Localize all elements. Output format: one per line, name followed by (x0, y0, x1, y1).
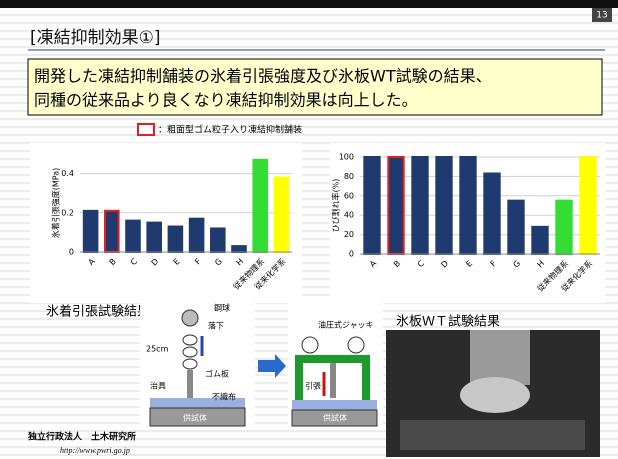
bar (146, 221, 162, 254)
x-tick-label: H (536, 259, 547, 270)
rod (187, 370, 193, 398)
gauge (347, 336, 365, 354)
y-tick-label: 40 (344, 211, 354, 220)
y-tick-label: 0 (69, 248, 74, 257)
x-tick-label: G (511, 259, 522, 270)
bar (231, 245, 247, 253)
gauge (301, 336, 319, 354)
layer (150, 398, 245, 408)
diagram-label: 引張 (305, 382, 321, 391)
bar (252, 158, 268, 254)
bar (104, 209, 120, 253)
headline-line: 同種の従来品より良くなり凍結抑制効果は向上した。 (34, 91, 418, 110)
diagram-label: 供試体 (183, 413, 207, 423)
bar (531, 225, 549, 255)
y-tick-label: 80 (344, 172, 354, 181)
diagram-label: 油圧式ジャッキ (318, 320, 374, 330)
caption: 氷着引張試験結果 (46, 304, 150, 320)
x-tick-label: F (193, 257, 203, 267)
x-tick-label: B (108, 257, 118, 267)
spring (182, 346, 198, 358)
y-axis-label: 氷着引張強度(MPa) (51, 168, 61, 239)
diagram-label: 落下 (208, 321, 224, 331)
process-arrow (258, 354, 286, 378)
y-tick-label: 0.2 (61, 208, 74, 217)
spring (182, 358, 198, 370)
diagram-label: 供試体 (323, 413, 347, 423)
frame (295, 355, 303, 410)
diagram-label: 鋼球 (214, 303, 230, 313)
layer (292, 400, 377, 410)
page-number-box (592, 8, 612, 22)
bar (387, 156, 405, 255)
x-tick-label: D (150, 257, 161, 268)
top-bar (0, 0, 618, 8)
x-tick-label: A (87, 256, 98, 267)
photo (386, 330, 600, 457)
slide-title: [凍結抑制効果①] (30, 28, 161, 48)
bar (273, 176, 290, 254)
bar (82, 209, 99, 253)
frame (295, 355, 370, 363)
x-tick-label: G (213, 257, 224, 268)
photo-base (400, 420, 585, 450)
bar (483, 172, 501, 256)
x-tick-label: B (392, 259, 402, 269)
steel-ball (181, 309, 199, 327)
specimen (291, 409, 378, 427)
bar (507, 199, 525, 255)
footer-org: 独立行政法人 土木研究所 (27, 431, 136, 443)
headline-line: 開発した凍結抑制舗装の氷着引張強度及び氷板WT試験の結果、 (34, 67, 492, 86)
x-tick-label: E (464, 259, 474, 269)
diagram-label: 治具 (150, 381, 166, 391)
legend-swatch (137, 123, 155, 136)
x-tick-label: H (235, 257, 246, 268)
page-number: 13 (596, 11, 607, 21)
bar (188, 217, 205, 253)
photo-machine (470, 330, 530, 385)
rod (330, 363, 336, 398)
y-tick-label: 60 (344, 191, 354, 200)
footer-url: http://www.pwri.go.jp (60, 446, 130, 455)
x-tick-label: F (489, 259, 499, 269)
caption: 氷板ＷＴ試験結果 (396, 314, 500, 330)
x-tick-label: D (439, 259, 450, 270)
bar (411, 156, 429, 255)
legend-label: ：粗面型ゴム粒子入り凍結抑制舗装 (158, 124, 302, 136)
diagram-label: 25cm (146, 345, 169, 354)
specimen (149, 407, 246, 427)
x-tick-label: C (416, 259, 427, 270)
frame (362, 355, 370, 410)
x-tick-label: A (368, 258, 379, 269)
headline-box (27, 58, 603, 116)
bar (210, 227, 226, 253)
diagram-label: 不織布 (212, 392, 236, 402)
y-tick-label: 0 (349, 250, 354, 259)
bar (435, 156, 453, 255)
bar (555, 199, 573, 255)
y-axis-label: ひび割れ率(%) (331, 179, 341, 233)
x-tick-label: C (129, 257, 140, 268)
x-tick-label: E (172, 257, 182, 267)
bar (579, 156, 597, 255)
y-tick-label: 20 (344, 230, 354, 239)
bar (363, 156, 381, 255)
bar (125, 219, 141, 253)
bar (167, 225, 184, 254)
diagram-label: ゴム板 (205, 369, 229, 379)
diagram-tension-test: 油圧式ジャッキ 引張 供試体 (288, 298, 383, 430)
photo-specimen (460, 377, 530, 413)
spring (182, 334, 198, 346)
diagram-drop-test: 鋼球 落下 25cm ゴム板 治具 不織布 供試体 (140, 298, 255, 430)
y-tick-label: 0.4 (61, 169, 74, 178)
y-tick-label: 100 (339, 153, 354, 162)
bar (459, 156, 477, 255)
